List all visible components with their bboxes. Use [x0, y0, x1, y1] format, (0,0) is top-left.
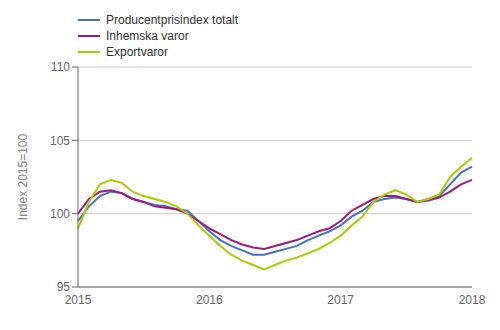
svg-text:2017: 2017 [327, 293, 354, 307]
svg-text:2016: 2016 [196, 293, 223, 307]
svg-text:100: 100 [50, 207, 70, 221]
svg-text:2018: 2018 [459, 293, 486, 307]
html-text:Producentprisindex totalt: Producentprisindex totalt [106, 13, 239, 27]
svg-text:2015: 2015 [65, 293, 92, 307]
html-text:Exportvaror: Exportvaror [106, 45, 168, 59]
svg-text:Index 2015=100: Index 2015=100 [16, 133, 30, 220]
svg-text:110: 110 [51, 60, 70, 74]
svg-text:105: 105 [50, 134, 70, 148]
html-text:Inhemska varor: Inhemska varor [106, 29, 189, 43]
svg-text:95: 95 [57, 280, 71, 294]
